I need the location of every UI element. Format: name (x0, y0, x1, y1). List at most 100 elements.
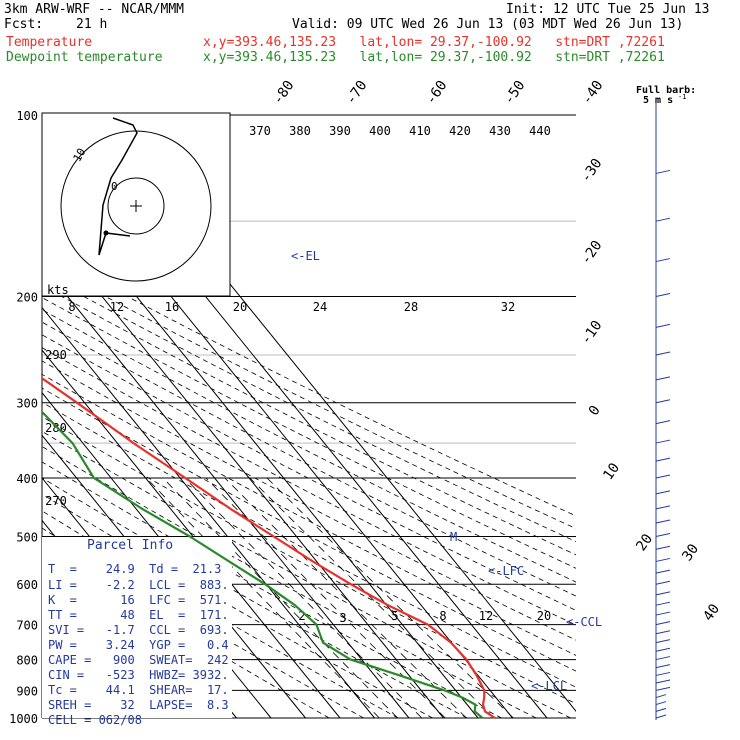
dry-adiabat-line (42, 297, 576, 569)
hodo-ring-label: 12 (110, 300, 124, 314)
level-marker-label: <-LCL (531, 679, 567, 693)
wind-barb-shaft (655, 664, 671, 669)
wind-barb (655, 169, 671, 174)
wind-barb-shaft (655, 545, 671, 550)
wind-barb (655, 474, 671, 479)
pressure-tick-label: 200 (16, 291, 38, 305)
legend-dewpoint-info: x,y=393.46,135.23 lat,lon= 29.37,-100.92… (203, 50, 665, 65)
wind-barb (655, 630, 671, 635)
mixing-ratio-label: 20 (537, 609, 551, 623)
theta-e-label: 400 (369, 124, 391, 138)
wind-barb-shaft (655, 457, 671, 462)
wind-barb-shaft (655, 505, 671, 510)
pressure-tick-label: 300 (16, 397, 38, 411)
wind-barb-shaft (655, 630, 671, 635)
mixing-ratio-line (184, 477, 423, 719)
wind-barb-shaft (655, 580, 671, 585)
wind-barb (655, 217, 671, 222)
wind-barb-shaft (655, 621, 671, 626)
level-marker-label: M (450, 530, 457, 544)
hodo-ring-label: 16 (165, 300, 179, 314)
dry-adiabat-line (42, 334, 576, 611)
mixing-ratio-label: 12 (479, 609, 493, 623)
wind-barb (655, 656, 671, 661)
wind-barb-shaft (655, 591, 671, 596)
isotherm-label: 40 (700, 601, 723, 624)
wind-barb (655, 671, 671, 676)
isotherm-label: 0 (586, 403, 604, 419)
isotherm-label: 30 (679, 541, 702, 564)
parcel-row: T = 24.9 Td = 21.3 (48, 562, 222, 576)
wind-barb-shaft (655, 323, 671, 328)
wind-barb (655, 580, 671, 585)
dry-adiabat-line (42, 285, 576, 556)
dry-adiabat-line (42, 360, 576, 641)
pressure-tick-label: 500 (16, 530, 38, 544)
parcel-row: Tc = 44.1 SHEAR= 17. (48, 683, 229, 697)
theta-e-label: 440 (529, 124, 551, 138)
wind-barb (655, 399, 671, 404)
pressure-tick-label: 700 (16, 619, 38, 633)
isotherm-label: -70 (343, 78, 371, 108)
legend-temperature-label: Temperature (6, 35, 93, 50)
wind-barb (655, 293, 671, 298)
dry-adiabat-line (42, 321, 576, 597)
isotherm-label: -30 (578, 156, 606, 186)
wind-barb-shaft (655, 601, 671, 606)
sounding-curves (42, 376, 496, 719)
dewpoint-line (42, 410, 484, 719)
parcel-info-panel: Parcel Info T = 24.9 Td = 21.3 LI = -2.2… (42, 538, 232, 727)
mixing-ratio-label: 5 (391, 609, 398, 623)
pressure-tick-label: 100 (16, 109, 38, 123)
wind-barb-shaft (655, 656, 671, 661)
mixing-ratio-line (266, 477, 514, 719)
wind-barb (655, 569, 671, 574)
isotherm-label: -80 (270, 78, 298, 108)
wind-barb-shaft (655, 694, 667, 699)
wind-barb (655, 664, 671, 669)
theta-e-label: 380 (289, 124, 311, 138)
theta-e-label: 430 (489, 124, 511, 138)
dry-adiabat-line (42, 446, 537, 719)
wind-barb-shaft (655, 647, 671, 652)
parcel-row: PW = 3.24 YGP = 0.4 (48, 638, 229, 652)
wind-barb-shaft (655, 293, 671, 298)
forecast-label: Fcst: (4, 17, 44, 32)
parcel-row: TT = 48 EL = 171. (48, 608, 229, 622)
wind-barb-shaft (655, 679, 671, 684)
wind-barb (655, 621, 671, 626)
level-marker-label: <-LFC (488, 564, 524, 578)
wind-barb-shaft (655, 376, 671, 381)
wind-barb-shaft (655, 439, 671, 444)
dry-adiabat-line (42, 545, 330, 719)
wind-barb-shaft (655, 420, 671, 425)
wind-barb (655, 439, 671, 444)
valid-time: Valid: 09 UTC Wed 26 Jun 13 (03 MDT Wed … (292, 17, 684, 32)
level-marker-label: <-EL (291, 249, 320, 263)
legend-temperature-info: x,y=393.46,135.23 lat,lon= 29.37,-100.92… (203, 35, 665, 50)
wind-barb (655, 591, 671, 596)
wind-barb (655, 601, 671, 606)
wind-barb (655, 557, 671, 562)
parcel-row: CAPE = 900 SWEAT= 242 (48, 653, 229, 667)
wind-barb (655, 545, 671, 550)
wind-barb-shaft (655, 557, 671, 562)
wind-barb (655, 420, 671, 425)
hodo-ring-label: 24 (313, 300, 327, 314)
pressure-tick-label: 600 (16, 578, 38, 592)
model-title: 3km ARW-WRF -- NCAR/MMM (4, 2, 185, 17)
wind-barb-shaft (655, 701, 667, 706)
pressure-tick-label: 400 (16, 472, 38, 486)
wind-barb-shaft (655, 707, 667, 712)
isotherm-line (42, 306, 375, 719)
mixing-ratio-label: 8 (439, 609, 446, 623)
mixing-ratio-label: 2 (298, 609, 305, 623)
isotherm-label: -60 (423, 78, 451, 108)
mixing-ratio-line (249, 477, 495, 719)
mixing-ratio-line (224, 477, 467, 719)
parcel-row: CIN = -523 HWBZ= 3932. (48, 668, 229, 682)
theta-label: 290 (45, 348, 67, 362)
mixing-ratio-line (146, 477, 380, 719)
temperature-line (42, 376, 496, 719)
wind-barb (655, 519, 671, 524)
